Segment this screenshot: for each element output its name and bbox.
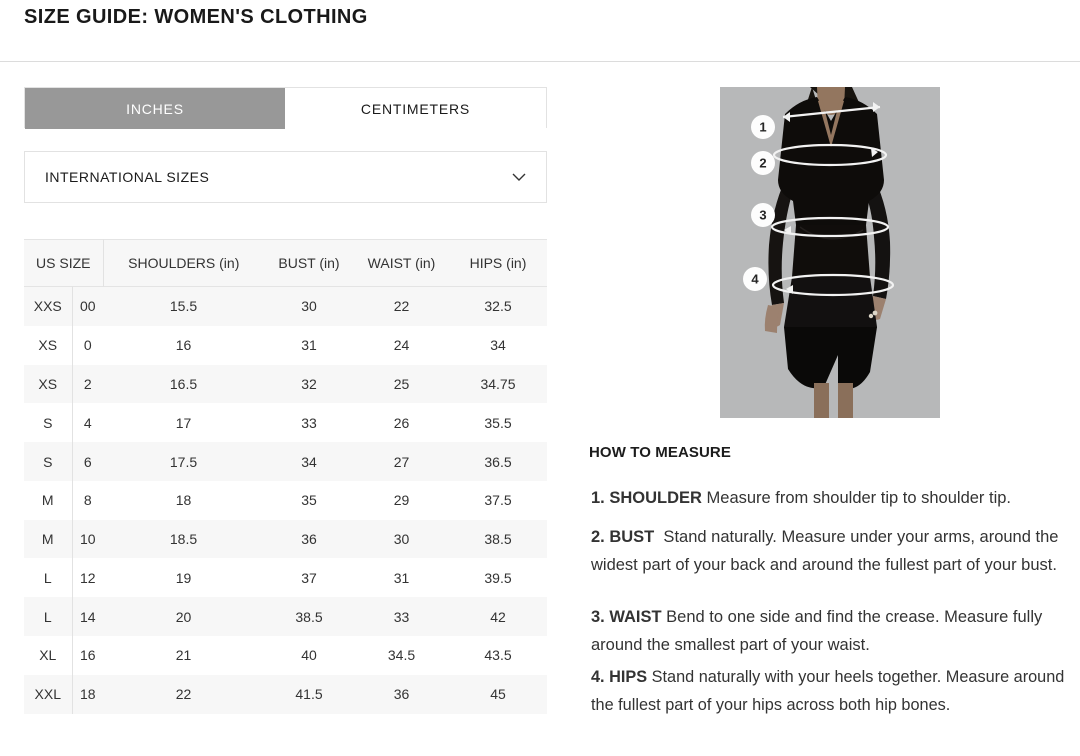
svg-text:3: 3 <box>759 208 766 223</box>
svg-text:2: 2 <box>759 156 766 171</box>
svg-text:1: 1 <box>759 120 766 135</box>
svg-text:4: 4 <box>751 272 759 287</box>
